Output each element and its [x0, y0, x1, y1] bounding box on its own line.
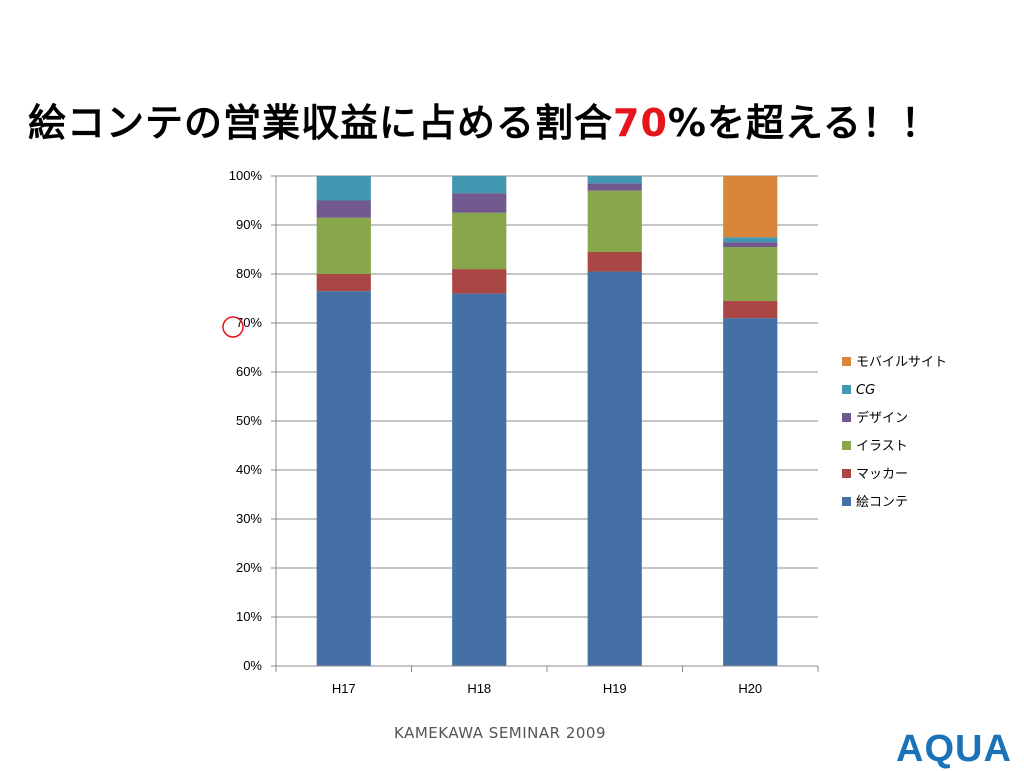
- y-tick-label: 30%: [236, 511, 262, 526]
- aqua-logo: AQUA: [896, 728, 1012, 770]
- chart-annotation: [222, 316, 244, 338]
- title-accent-number: 70: [613, 101, 668, 145]
- y-tick-label: 10%: [236, 609, 262, 624]
- x-tick-label: H17: [332, 681, 356, 696]
- bar-segment: [452, 269, 507, 294]
- x-axis-tick-labels: H17 H18 H19 H20: [332, 681, 762, 696]
- y-tick-label: 70%: [236, 315, 262, 330]
- bar-segment: [452, 293, 507, 666]
- x-tick-label: H19: [603, 681, 627, 696]
- bar-segment: [452, 193, 507, 213]
- y-tick-label: 100%: [229, 168, 263, 183]
- bar-segment: [452, 212, 507, 270]
- footer-text: KAMEKAWA SEMINAR 2009: [394, 724, 607, 742]
- bar-segment: [587, 251, 642, 272]
- x-tick-label: H18: [467, 681, 491, 696]
- legend-swatch: [842, 357, 851, 366]
- legend-swatch: [842, 497, 851, 506]
- bar-segment: [723, 176, 778, 238]
- legend-label: CG: [856, 383, 875, 398]
- y-tick-label: 60%: [236, 364, 262, 379]
- y-tick-label: 40%: [236, 462, 262, 477]
- y-axis-tick-labels: 0% 10% 20% 30% 40% 50% 60% 70% 80% 90% 100%: [229, 168, 263, 673]
- bar-segment: [723, 247, 778, 301]
- bar-segment: [587, 183, 642, 191]
- x-tick-label: H20: [738, 681, 762, 696]
- y-tick-label: 0%: [243, 658, 262, 673]
- bar-segment: [587, 190, 642, 252]
- legend-swatch: [842, 413, 851, 422]
- title-text-pre: 絵コンテの営業収益に占める割合: [28, 101, 614, 145]
- y-tick-label: 80%: [236, 266, 262, 281]
- legend-swatch: [842, 469, 851, 478]
- bar-segment: [452, 176, 507, 194]
- legend-swatch: [842, 441, 851, 450]
- chart-axes: [271, 175, 819, 672]
- bar-segment: [723, 300, 778, 319]
- bar-segment: [723, 242, 778, 248]
- highlight-circle: [222, 316, 244, 338]
- bar-segment: [723, 237, 778, 243]
- legend-label: 絵コンテ: [856, 495, 908, 510]
- bar-segment: [316, 291, 371, 666]
- chart-bars: [316, 176, 778, 666]
- title-text-post: %を超える！！: [667, 101, 940, 145]
- bar-segment: [587, 271, 642, 666]
- bar-segment: [316, 176, 371, 201]
- legend-label: デザイン: [856, 410, 908, 426]
- bar-segment: [587, 176, 642, 184]
- y-tick-label: 50%: [236, 413, 262, 428]
- y-tick-label: 90%: [236, 217, 262, 232]
- legend-swatch: [842, 385, 851, 394]
- bar-segment: [316, 200, 371, 218]
- bar-segment: [316, 217, 371, 274]
- legend-label: イラスト: [856, 439, 908, 454]
- legend-label: マッカー: [856, 467, 908, 482]
- legend-label: モバイルサイト: [856, 355, 947, 370]
- slide-title: 絵コンテの営業収益に占める割合70%を超える！！: [28, 92, 940, 147]
- y-tick-label: 20%: [236, 560, 262, 575]
- bar-segment: [316, 274, 371, 292]
- bar-segment: [723, 318, 778, 666]
